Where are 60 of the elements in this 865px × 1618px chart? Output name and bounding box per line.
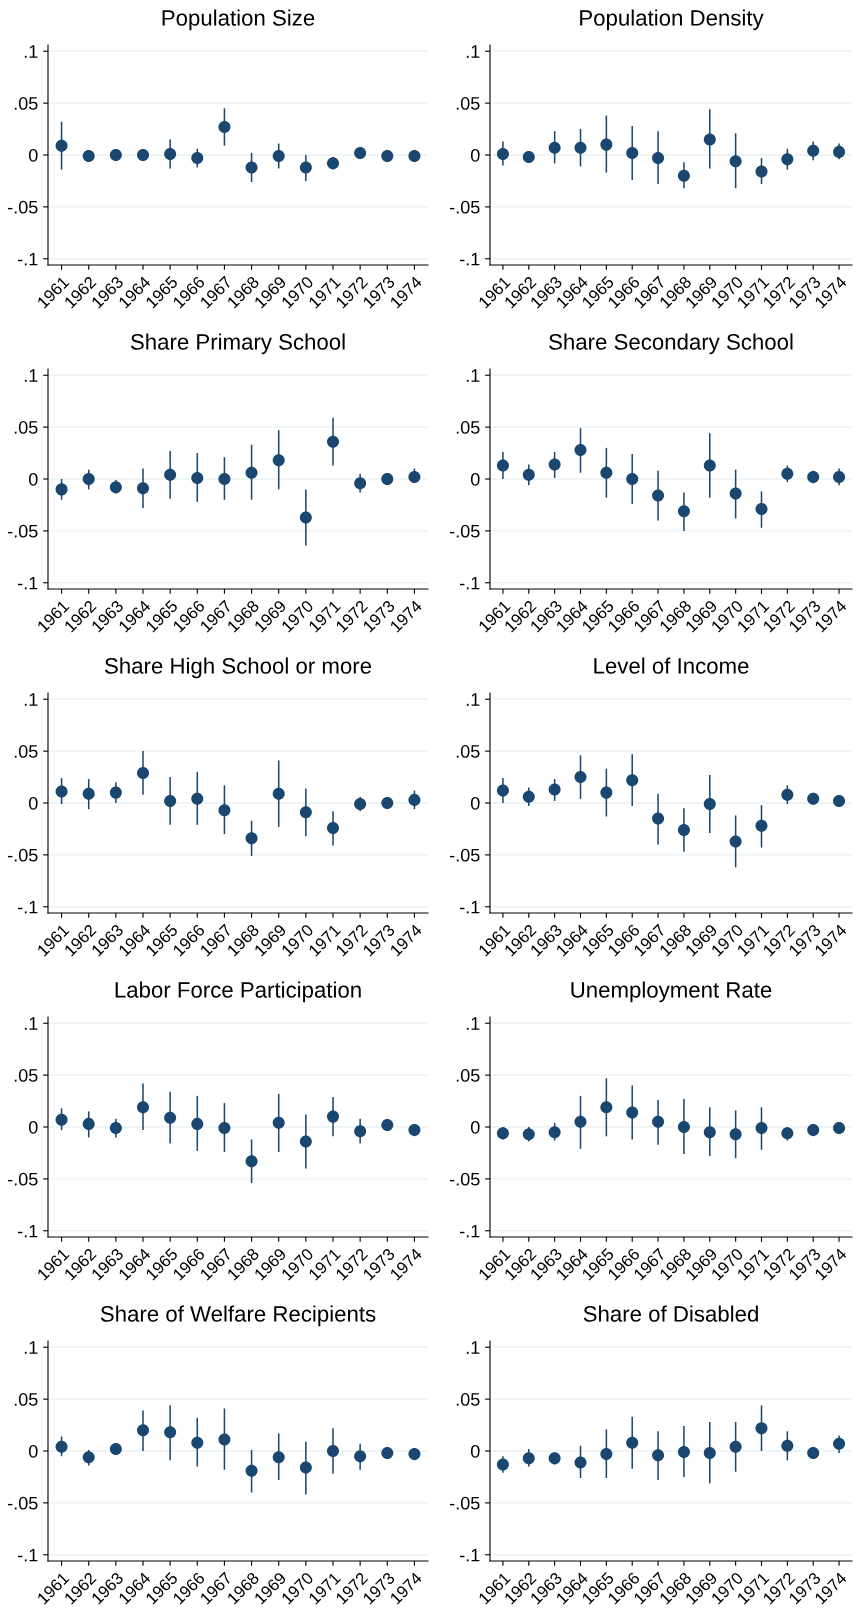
y-tick-label: .1 — [24, 45, 38, 58]
y-tick-label: .05 — [14, 1393, 38, 1406]
y-tick-label: -.1 — [460, 1224, 480, 1238]
y-tick-label: .05 — [456, 421, 480, 434]
chart-title: Labor Force Participation — [115, 981, 361, 1003]
y-tick-label: 0 — [470, 472, 480, 486]
y-tick-label: -.1 — [460, 1548, 480, 1562]
y-tick-label: -.05 — [449, 524, 480, 538]
y-tick-label: .05 — [456, 1069, 480, 1082]
y-tick-label: -.05 — [7, 524, 38, 538]
chart-title: Level of Income — [594, 657, 749, 674]
chart-title: Share High School or more — [105, 657, 372, 679]
y-tick-label: .05 — [14, 1069, 38, 1082]
y-tick-label: -.1 — [460, 900, 480, 914]
y-tick-label: .1 — [466, 45, 480, 58]
chart-title: Population Size — [162, 9, 315, 31]
y-tick-label: .05 — [456, 1393, 480, 1406]
y-tick-label: 0 — [28, 148, 38, 162]
chart-title: Share of Welfare Recipients — [100, 1305, 376, 1327]
chart-title: Share of Disabled — [583, 1305, 758, 1322]
y-tick-label: 0 — [470, 148, 480, 162]
y-tick-label: 0 — [470, 1444, 480, 1458]
chart-title: Share Primary School — [130, 333, 345, 355]
y-tick-label: -.1 — [18, 252, 38, 266]
y-tick-label: .05 — [456, 745, 480, 758]
y-tick-label: -.1 — [18, 1224, 38, 1238]
y-tick-label: -.05 — [449, 1496, 480, 1510]
y-tick-label: .1 — [24, 693, 38, 706]
y-tick-label: -.1 — [460, 576, 480, 590]
y-tick-label: .1 — [24, 1017, 38, 1030]
y-tick-label: -.05 — [7, 848, 38, 862]
y-tick-label: -.1 — [18, 576, 38, 590]
y-tick-label: .05 — [14, 421, 38, 434]
y-tick-label: 0 — [28, 472, 38, 486]
chart-title: Unemployment Rate — [571, 981, 772, 1003]
y-tick-label: -.05 — [7, 1172, 38, 1186]
y-tick-label: 0 — [470, 796, 480, 810]
y-tick-label: .05 — [456, 97, 480, 110]
y-tick-label: -.1 — [18, 1548, 38, 1562]
y-tick-label: -.05 — [7, 200, 38, 214]
y-tick-label: .1 — [466, 1341, 480, 1354]
y-tick-label: 0 — [28, 796, 38, 810]
y-tick-label: .1 — [466, 369, 480, 382]
y-tick-label: .05 — [14, 97, 38, 110]
y-tick-label: -.1 — [18, 900, 38, 914]
y-tick-label: .1 — [466, 1017, 480, 1030]
chart-title: Population Density — [580, 9, 764, 31]
y-tick-label: -.05 — [449, 200, 480, 214]
y-tick-label: .1 — [466, 693, 480, 706]
y-tick-label: .05 — [14, 745, 38, 758]
y-tick-label: .1 — [24, 369, 38, 382]
y-tick-label: -.05 — [7, 1496, 38, 1510]
y-tick-label: -.05 — [449, 848, 480, 862]
y-tick-label: -.05 — [449, 1172, 480, 1186]
y-tick-label: .1 — [24, 1341, 38, 1354]
y-tick-label: 0 — [28, 1120, 38, 1134]
y-tick-label: 0 — [28, 1444, 38, 1458]
y-tick-label: -.1 — [460, 252, 480, 266]
y-tick-label: 0 — [470, 1120, 480, 1134]
chart-title: Share Secondary School — [549, 333, 793, 355]
